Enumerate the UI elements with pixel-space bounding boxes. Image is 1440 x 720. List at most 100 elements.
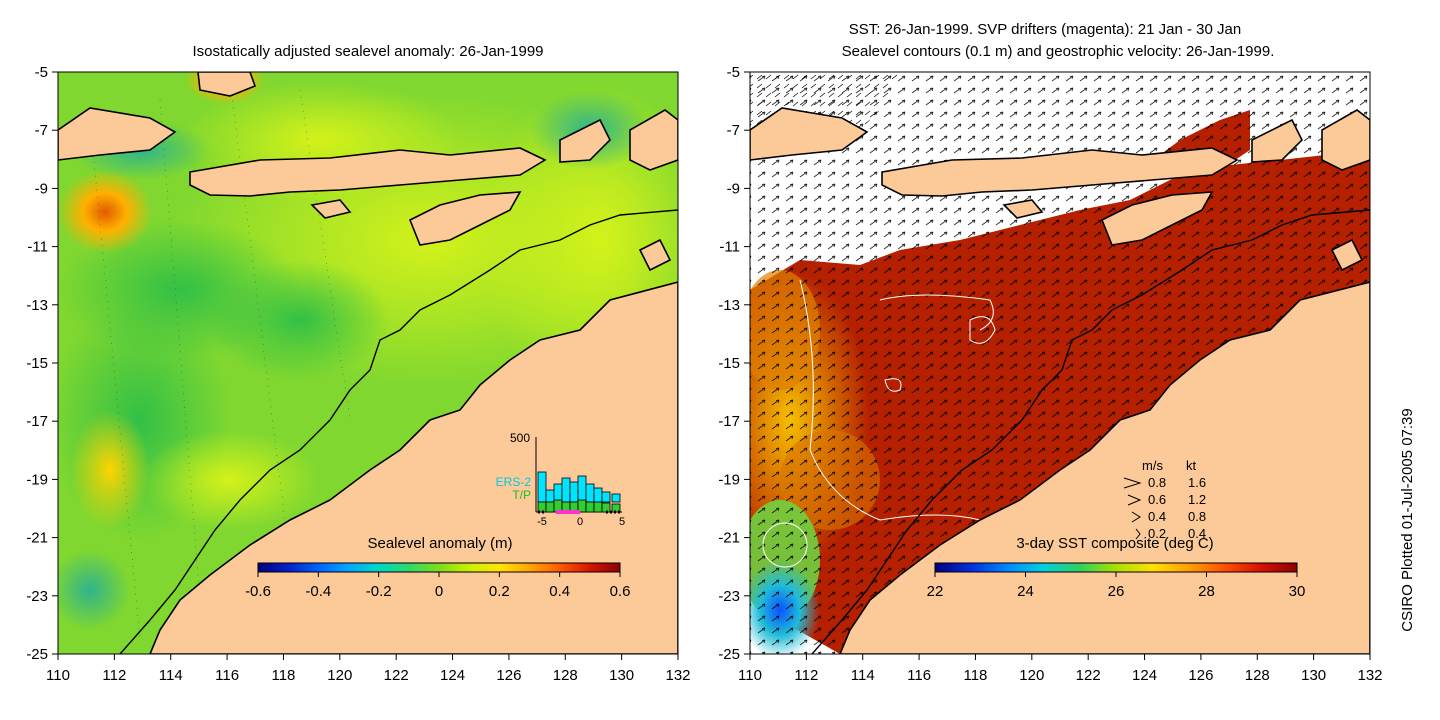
sst-field (750, 72, 1370, 654)
inset-legend-ers2: ERS-2 (496, 475, 532, 489)
sealevel-colorbar-tick-label: 0.2 (489, 583, 510, 600)
right-ytick-label: -23 (718, 588, 740, 605)
velocity-key-ms-value: 0.2 (1148, 526, 1166, 541)
sst-colorbar-tick-label: 22 (927, 583, 944, 600)
left-xtick-label: 118 (271, 667, 295, 684)
right-ytick-label: -5 (727, 64, 740, 81)
right-y-axis: -5 -7 -9 -11 -13 -15 -17 -19 -21 -23 -25 (718, 64, 750, 663)
inset-xtick-max: 5 (619, 516, 625, 528)
right-ytick-label: -17 (718, 413, 740, 430)
right-ytick-label: -11 (719, 239, 740, 256)
sealevel-colorbar-label: Sealevel anomaly (m) (367, 535, 512, 552)
right-xtick-label: 116 (907, 667, 931, 684)
credit-label: CSIRO Plotted 01-Jul-2005 07:39 (1399, 408, 1416, 631)
inset-legend-tp: T/P (512, 488, 531, 502)
left-xtick-label: 120 (327, 667, 352, 684)
sealevel-colorbar-tick-label: 0.4 (549, 583, 570, 600)
left-xtick-label: 128 (553, 667, 578, 684)
left-ytick-label: -9 (35, 180, 48, 197)
left-xtick-label: 124 (440, 667, 465, 684)
right-xtick-label: 122 (1076, 667, 1101, 684)
left-xtick-label: 130 (609, 667, 634, 684)
right-ytick-label: -9 (727, 180, 740, 197)
velocity-key-kt-value: 0.8 (1188, 509, 1206, 524)
sealevel-anomaly-field (58, 72, 678, 654)
inset-ymax-label: 500 (510, 431, 530, 445)
right-xtick-label: 112 (794, 667, 818, 684)
right-xtick-label: 124 (1132, 667, 1157, 684)
right-xtick-label: 126 (1188, 667, 1213, 684)
data-count-inset: 500 ERS-2 T/P -5 0 5 (496, 431, 625, 528)
left-ytick-label: -15 (26, 355, 48, 372)
sealevel-colorbar-tick-label: -0.2 (366, 583, 392, 600)
sealevel-colorbar: Sealevel anomaly (m) -0.6 -0.4 -0.2 0 0.2 0.4… (245, 535, 630, 600)
left-xtick-label: 122 (384, 667, 409, 684)
left-ytick-label: -13 (26, 297, 48, 314)
right-ytick-label: -21 (718, 530, 740, 547)
inset-tp-bars (537, 499, 621, 513)
left-xtick-label: 112 (102, 667, 126, 684)
velocity-key-ms-value: 0.8 (1148, 475, 1166, 490)
velocity-key-ms-value: 0.4 (1148, 509, 1166, 524)
right-ytick-label: -19 (718, 471, 740, 488)
right-xtick-label: 128 (1245, 667, 1270, 684)
sealevel-colorbar-tick-label: 0.6 (610, 583, 631, 600)
velocity-key-kt-value: 1.2 (1188, 492, 1206, 507)
left-x-axis: 110 112 114 116 118 120 122 124 126 128 130 132 (46, 654, 691, 684)
land-right (750, 107, 1370, 654)
inset-xtick-mid: 0 (577, 516, 583, 528)
right-xtick-label: 130 (1301, 667, 1326, 684)
velocity-key-arrow (1135, 528, 1141, 540)
sealevel-colorbar-tick-label: -0.4 (305, 583, 331, 600)
sst-colorbar-label: 3-day SST composite (deg C) (1016, 535, 1213, 552)
left-xtick-label: 110 (46, 667, 70, 684)
velocity-key-arrow (1131, 511, 1141, 523)
left-xtick-label: 132 (665, 667, 690, 684)
right-x-axis: 110 112 114 116 118 120 122 124 126 128 130 132 (738, 654, 1383, 684)
velocity-key-arrow (1127, 494, 1142, 506)
left-ytick-label: -11 (27, 239, 48, 256)
velocity-key-kt-value: 1.6 (1188, 475, 1206, 490)
sealevel-colorbar-tick-label: -0.6 (245, 583, 271, 600)
sst-colorbar: 3-day SST composite (deg C) 22 24 26 28 30 (927, 535, 1306, 600)
right-ytick-label: -15 (718, 355, 740, 372)
velocity-key-arrow (1123, 477, 1142, 489)
velocity-key-header-ms: m/s (1142, 458, 1163, 473)
left-ytick-label: -23 (26, 588, 48, 605)
right-ytick-label: -7 (727, 122, 740, 139)
sst-colorbar-tick-label: 28 (1198, 583, 1215, 600)
right-xtick-label: 120 (1019, 667, 1044, 684)
right-map-title-line1: SST: 26-Jan-1999. SVP drifters (magenta)… (849, 21, 1241, 38)
left-ytick-label: -17 (26, 413, 48, 430)
land-left (58, 72, 678, 654)
left-xtick-label: 114 (159, 667, 183, 684)
sealevel-colorbar-tick-label: 0 (435, 583, 443, 600)
right-ytick-label: -13 (718, 297, 740, 314)
left-ytick-label: -19 (26, 471, 48, 488)
right-ytick-label: -25 (718, 646, 740, 663)
left-map-title: Isostatically adjusted sealevel anomaly:… (192, 43, 543, 60)
velocity-key-ms-value: 0.6 (1148, 492, 1166, 507)
left-xtick-label: 126 (496, 667, 521, 684)
velocity-key: m/s kt 0.8 1.6 0.6 1.2 0.4 0.8 0.2 0.4 (1123, 458, 1206, 541)
sst-map: SST: 26-Jan-1999. SVP drifters (magenta)… (718, 21, 1383, 684)
right-xtick-label: 114 (851, 667, 875, 684)
left-xtick-label: 116 (215, 667, 239, 684)
left-ytick-label: -7 (35, 122, 48, 139)
sst-colorbar-tick-label: 26 (1108, 583, 1125, 600)
left-ytick-label: -21 (26, 530, 48, 547)
left-ytick-label: -5 (35, 64, 48, 81)
right-xtick-label: 132 (1357, 667, 1382, 684)
right-xtick-label: 118 (963, 667, 987, 684)
sst-colorbar-tick-label: 24 (1017, 583, 1034, 600)
right-xtick-label: 110 (738, 667, 762, 684)
sealevel-anomaly-map: Isostatically adjusted sealevel anomaly:… (26, 43, 691, 684)
velocity-key-kt-value: 0.4 (1188, 526, 1206, 541)
sst-colorbar-tick-label: 30 (1289, 583, 1306, 600)
velocity-key-header-kt: kt (1186, 458, 1197, 473)
right-map-title-line2: Sealevel contours (0.1 m) and geostrophi… (842, 43, 1275, 60)
left-ytick-label: -25 (26, 646, 48, 663)
inset-xtick-min: -5 (537, 516, 547, 528)
left-y-axis: -5 -7 -9 -11 -13 -15 -17 -19 -21 -23 -25 (26, 64, 58, 663)
